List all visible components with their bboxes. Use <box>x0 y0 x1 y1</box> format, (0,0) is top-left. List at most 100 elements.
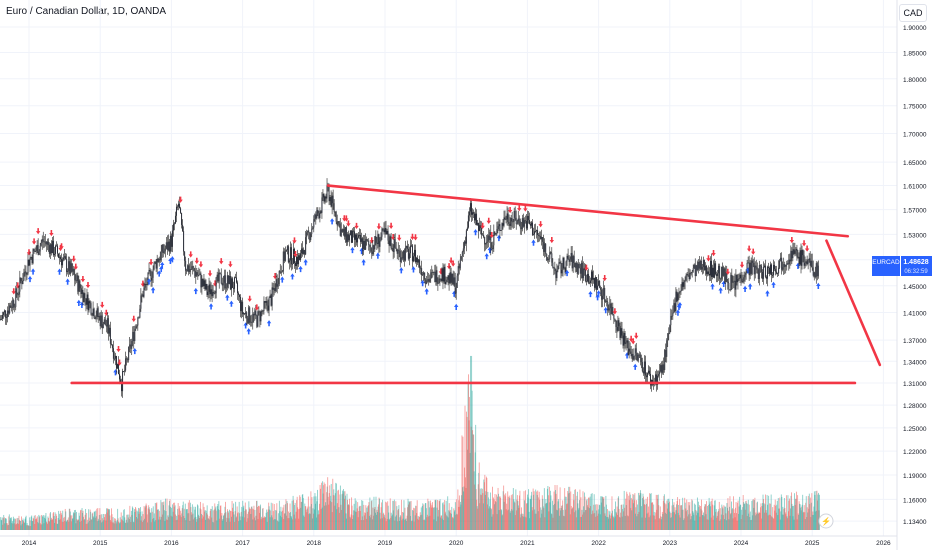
volume-bar <box>365 518 367 530</box>
volume-bar <box>156 502 158 530</box>
volume-bar <box>40 514 42 530</box>
buy-arrow-icon <box>298 265 303 273</box>
candle-body <box>625 342 627 344</box>
volume-bar <box>806 517 808 530</box>
candle-body <box>623 332 625 346</box>
sell-arrow-icon <box>739 261 745 268</box>
tradingview-logo-icon[interactable]: ⚡ <box>818 513 834 529</box>
candle-body <box>197 275 199 276</box>
volume-bar <box>520 514 522 530</box>
candle-body <box>412 256 414 262</box>
candle-body <box>97 308 99 318</box>
volume-bar <box>685 508 687 530</box>
candle-body <box>459 259 461 269</box>
volume-bar <box>142 514 144 530</box>
volume-bar <box>661 511 663 530</box>
volume-bar <box>263 517 265 530</box>
volume-bar <box>190 507 192 530</box>
candle-body <box>80 288 82 294</box>
volume-bar <box>412 509 414 530</box>
volume-bar <box>76 519 78 530</box>
volume-bar <box>594 513 596 530</box>
volume-bar <box>412 510 414 530</box>
volume-bar <box>462 487 463 530</box>
volume-bar <box>125 522 127 530</box>
volume-bar <box>181 513 183 530</box>
volume-bar <box>777 515 779 530</box>
buy-arrow-icon <box>487 246 492 254</box>
volume-bar <box>180 517 182 530</box>
volume-bar <box>128 514 130 530</box>
candle-body <box>555 270 557 279</box>
volume-bar <box>547 485 549 530</box>
volume-bar <box>390 517 392 530</box>
volume-bar <box>472 434 474 530</box>
candle-body <box>671 315 673 317</box>
volume-bar <box>411 521 413 530</box>
volume-bar <box>752 499 754 530</box>
volume-bar <box>683 518 685 530</box>
candle-body <box>240 297 242 312</box>
candle-body <box>301 248 303 254</box>
buy-arrow-icon <box>721 280 726 288</box>
candle-body <box>165 242 167 249</box>
candle-body <box>790 250 792 262</box>
volume-bar <box>641 506 642 530</box>
candle-body <box>71 263 73 272</box>
volume-bar <box>463 491 464 530</box>
sell-arrow-icon <box>342 215 347 222</box>
candle-body <box>323 194 325 202</box>
candle-body <box>649 373 651 386</box>
currency-button[interactable]: CAD <box>899 4 927 22</box>
volume-bar <box>796 519 798 530</box>
candle-body <box>164 248 166 252</box>
candle-body <box>498 224 500 227</box>
volume-bar <box>9 517 11 530</box>
candle-body <box>147 272 149 285</box>
volume-bar <box>272 511 274 530</box>
buy-arrow-icon <box>208 303 214 310</box>
sell-arrow-icon <box>292 237 297 244</box>
volume-bar <box>327 477 329 530</box>
candle-body <box>132 332 134 342</box>
candle-body <box>109 327 111 344</box>
candle-body <box>91 314 93 316</box>
volume-bar <box>706 519 708 530</box>
candle-body <box>461 251 463 257</box>
volume-bar <box>424 520 426 530</box>
volume-bar <box>29 520 31 530</box>
candle-body <box>256 315 258 327</box>
candle-body <box>424 272 426 280</box>
candle-body <box>576 262 578 274</box>
volume-bar <box>221 520 223 530</box>
volume-bar <box>404 507 406 530</box>
volume-bar <box>247 511 249 530</box>
volume-bar <box>655 512 657 530</box>
volume-bar <box>27 525 29 530</box>
volume-bar <box>176 519 178 530</box>
volume-bar <box>322 481 324 530</box>
volume-bar <box>223 513 225 530</box>
candle-body <box>706 271 708 275</box>
candle-body <box>707 271 709 274</box>
volume-bar <box>50 519 52 530</box>
candle-body <box>535 231 537 232</box>
volume-bar <box>786 518 788 530</box>
candle-body <box>167 241 169 250</box>
volume-bar <box>335 482 337 530</box>
candle-body <box>22 280 24 285</box>
volume-bar <box>282 507 284 530</box>
volume-bar <box>580 497 582 530</box>
volume-bar <box>528 511 530 530</box>
volume-bar <box>527 497 529 530</box>
volume-bar <box>742 495 744 530</box>
volume-bar <box>637 514 639 530</box>
candle-body <box>436 270 438 284</box>
volume-bar <box>765 510 767 530</box>
volume-bar <box>430 503 432 530</box>
volume-bar <box>366 507 368 530</box>
volume-bar <box>151 508 153 530</box>
candle-body <box>645 375 647 378</box>
volume-bar <box>782 514 784 530</box>
